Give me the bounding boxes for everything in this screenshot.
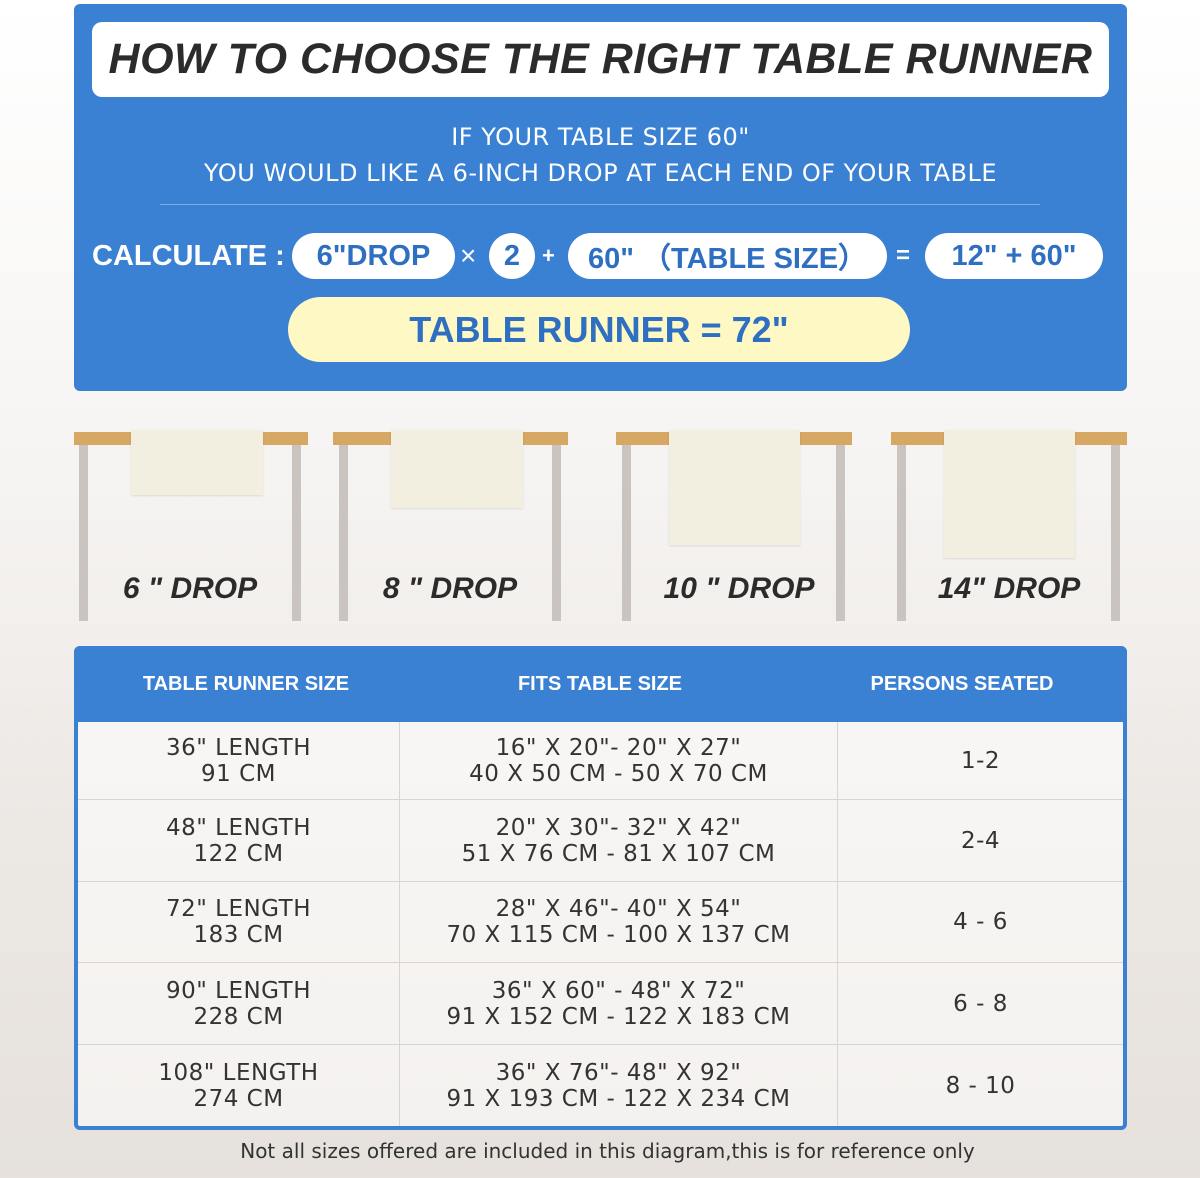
runner-size: 36" LENGTH [165, 734, 312, 761]
table-leg [79, 445, 88, 621]
fits-inches: 28" X 46"- 40" X 54" [495, 896, 742, 922]
runner-drop [944, 430, 1075, 558]
runner-size-cm: 91 CM [201, 760, 276, 787]
page-title: HOW TO CHOOSE THE RIGHT TABLE RUNNER [92, 22, 1109, 97]
fits-cm: 91 X 152 CM - 122 X 183 CM [446, 1003, 791, 1030]
persons-seated: 6 - 8 [953, 990, 1008, 1017]
runner-drop [391, 430, 523, 508]
runner-size-cm: 228 CM [193, 1003, 284, 1030]
calculate-label: CALCULATE : [92, 239, 285, 272]
drop-pill: 6"DROP [292, 233, 455, 279]
runner-drop [131, 430, 263, 495]
footnote: Not all sizes offered are included in th… [240, 1139, 975, 1163]
factor-pill: 2 [489, 233, 535, 279]
sum-pill: 12" + 60" [925, 233, 1103, 279]
table-row: 72" LENGTH 183 CM 28" X 46"- 40" X 54" 70 … [78, 882, 1123, 963]
fits-inches: 16" X 20"- 20" X 27" [495, 734, 742, 761]
table-row: 108" LENGTH 274 CM 36" X 76"- 48" X 92" 91… [78, 1045, 1123, 1126]
drop-label: 14" DROP [937, 572, 1081, 605]
runner-size-cm: 274 CM [193, 1085, 284, 1112]
size-table [74, 646, 1127, 1130]
fits-inches: 36" X 76"- 48" X 92" [495, 1059, 742, 1086]
intro-line-2: YOU WOULD LIKE A 6-INCH DROP AT EACH END… [204, 159, 997, 187]
table-size-pill: 60" （TABLE SIZE） [568, 233, 887, 279]
drop-label: 10 " DROP [663, 572, 815, 605]
fits-cm: 91 X 193 CM - 122 X 234 CM [446, 1085, 791, 1112]
persons-seated: 8 - 10 [945, 1072, 1016, 1099]
runner-size-cm: 183 CM [193, 922, 284, 948]
header-fits-table: FITS TABLE SIZE [517, 672, 683, 695]
runner-size: 90" LENGTH [165, 977, 312, 1004]
fits-inches: 20" X 30"- 32" X 42" [495, 814, 742, 841]
fits-cm: 40 X 50 CM - 50 X 70 CM [469, 760, 768, 787]
equals-sign: = [896, 242, 911, 269]
fits-inches: 36" X 60" - 48" X 72" [491, 977, 746, 1004]
plus-sign: + [542, 243, 555, 268]
drop-label: 6 " DROP [122, 572, 258, 605]
table-leg [1111, 445, 1120, 621]
intro-line-1: IF YOUR TABLE SIZE 60" [451, 123, 750, 151]
fits-cm: 51 X 76 CM - 81 X 107 CM [461, 840, 776, 867]
table-leg [836, 445, 845, 621]
header-runner-size: TABLE RUNNER SIZE [142, 672, 350, 695]
persons-seated: 4 - 6 [953, 909, 1008, 935]
runner-size: 72" LENGTH [165, 896, 312, 922]
runner-drop [669, 430, 800, 545]
result-pill: TABLE RUNNER = 72" [288, 297, 910, 362]
persons-seated: 2-4 [960, 827, 1001, 854]
table-row: 90" LENGTH 228 CM 36" X 60" - 48" X 72" 91… [78, 963, 1123, 1045]
drop-label: 8 " DROP [382, 572, 518, 605]
table-leg [622, 445, 631, 621]
table-row: 48" LENGTH 122 CM 20" X 30"- 32" X 42" 51 … [78, 800, 1123, 882]
times-sign: × [460, 240, 477, 271]
table-leg [339, 445, 348, 621]
fits-cm: 70 X 115 CM - 100 X 137 CM [446, 922, 791, 948]
table-leg [552, 445, 561, 621]
table-header [74, 646, 1127, 722]
table-row: 36" LENGTH 91 CM 16" X 20"- 20" X 27" 40 X… [78, 722, 1123, 800]
table-leg [897, 445, 906, 621]
header-persons: PERSONS SEATED [870, 672, 1054, 695]
persons-seated: 1-2 [960, 747, 1001, 774]
divider [160, 204, 1040, 205]
table-leg [292, 445, 301, 621]
runner-size: 108" LENGTH [158, 1059, 319, 1086]
runner-size-cm: 122 CM [193, 840, 284, 867]
runner-size: 48" LENGTH [165, 814, 312, 841]
